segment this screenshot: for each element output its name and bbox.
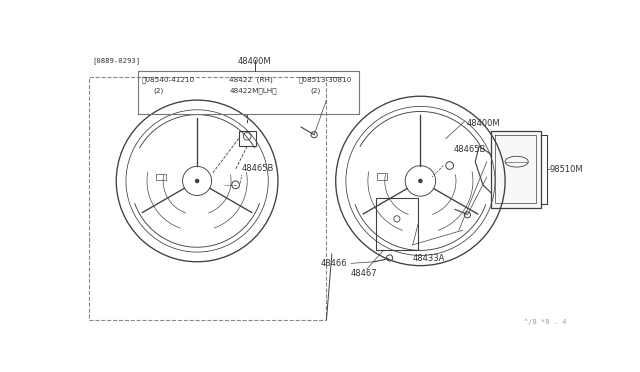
Circle shape [196, 179, 198, 183]
Text: 48400M: 48400M [238, 57, 271, 66]
Text: ^/8 *0 . 4: ^/8 *0 . 4 [524, 319, 566, 325]
Text: Ⓝ08513-30810: Ⓝ08513-30810 [299, 77, 352, 83]
Bar [90, 77, 326, 320]
Polygon shape [140, 115, 255, 161]
Bar [239, 131, 255, 146]
Text: 48467: 48467 [351, 269, 378, 279]
Text: 48466: 48466 [320, 259, 347, 268]
Text: Ⓝ08540-41210: Ⓝ08540-41210 [141, 77, 195, 83]
Text: 48400M: 48400M [467, 119, 500, 128]
Bar [376, 198, 418, 250]
Text: 98510M: 98510M [550, 165, 584, 174]
Text: 48465B: 48465B [242, 164, 274, 173]
Text: 48422M（LH）: 48422M（LH） [230, 87, 277, 94]
Text: 48422  (RH): 48422 (RH) [230, 77, 273, 83]
Polygon shape [491, 131, 541, 208]
Circle shape [419, 179, 422, 183]
Text: (2): (2) [153, 87, 163, 94]
Bar [377, 173, 387, 180]
Text: (2): (2) [310, 87, 321, 94]
Text: 48433A: 48433A [413, 254, 445, 263]
Polygon shape [360, 112, 481, 160]
Text: 48465B: 48465B [454, 145, 486, 154]
Text: [0889-0293]: [0889-0293] [92, 57, 141, 64]
Bar [156, 174, 166, 180]
